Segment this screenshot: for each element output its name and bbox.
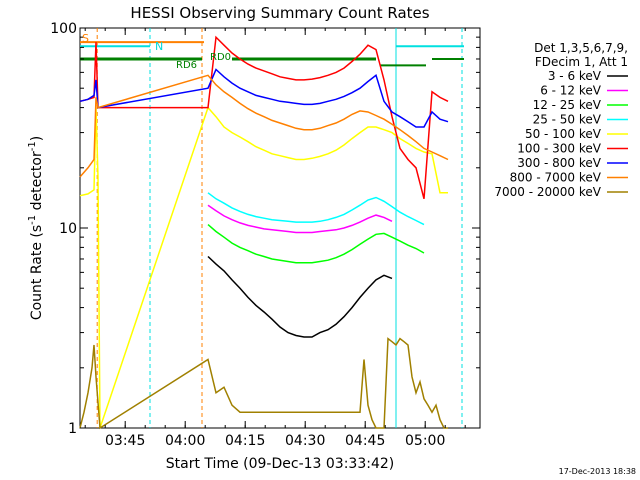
overlay-label-s: S xyxy=(82,32,89,45)
y-axis-label-end: ) xyxy=(29,136,45,141)
series-line-8 xyxy=(79,337,448,430)
y-tick-label: 1 xyxy=(68,421,77,437)
overlay-label-n: N xyxy=(155,40,163,53)
series-line-5 xyxy=(79,35,449,199)
overlay-layer xyxy=(80,28,464,428)
y-axis-label-main: Count Rate (s xyxy=(29,225,45,320)
x-tick-label: 04:00 xyxy=(165,433,205,449)
y-tick-label: 10 xyxy=(59,221,77,237)
x-axis-label: Start Time (09-Dec-13 03:33:42) xyxy=(166,456,394,472)
series-line-0 xyxy=(207,255,393,338)
series-line-3 xyxy=(207,192,425,226)
legend-header-2: FDecim 1, Att 1 xyxy=(535,55,628,69)
legend-label: 25 - 50 keV xyxy=(533,113,602,127)
overlay-label-rd6: RD6 xyxy=(176,60,197,71)
legend-label: 100 - 300 keV xyxy=(517,142,601,156)
x-tick-label: 04:30 xyxy=(285,433,325,449)
y-axis-label: Count Rate (s-1 detector-1) xyxy=(27,136,45,320)
legend: Det 1,3,5,6,7,9, FDecim 1, Att 1 3 - 6 k… xyxy=(494,41,628,199)
legend-label: 12 - 25 keV xyxy=(533,98,602,112)
legend-label: 3 - 6 keV xyxy=(548,69,602,83)
x-tick-label: 05:00 xyxy=(405,433,445,449)
overlay-label-rd0: RD0 xyxy=(210,52,231,63)
x-tick-label: 04:45 xyxy=(345,433,385,449)
legend-label: 50 - 100 keV xyxy=(525,127,602,141)
x-tick-label: 04:15 xyxy=(225,433,265,449)
series-line-2 xyxy=(207,224,425,264)
legend-label: 7000 - 20000 keV xyxy=(494,185,601,199)
tick-layer: 03:45 04:00 04:15 04:30 04:45 05:00 1 10 100 xyxy=(50,21,480,449)
series-layer xyxy=(79,35,449,430)
y-tick-label: 100 xyxy=(50,21,77,37)
series-line-4 xyxy=(79,106,448,429)
plot-frame xyxy=(79,27,481,429)
legend-label: 6 - 12 keV xyxy=(540,84,602,98)
generation-timestamp: 17-Dec-2013 18:38 xyxy=(559,467,636,476)
series-line-1 xyxy=(207,204,393,234)
legend-label: 300 - 800 keV xyxy=(517,156,601,170)
legend-header-1: Det 1,3,5,6,7,9, xyxy=(534,41,628,55)
y-axis-label-sup2: -1 xyxy=(27,141,38,151)
chart-title: HESSI Observing Summary Count Rates xyxy=(130,4,429,22)
series-line-7 xyxy=(79,74,449,178)
x-tick-label: 03:45 xyxy=(105,433,145,449)
y-axis-label-sup1: -1 xyxy=(27,215,38,225)
series-line-6 xyxy=(79,68,449,128)
y-axis-label-mid: detector xyxy=(29,151,45,215)
legend-label: 800 - 7000 keV xyxy=(510,171,602,185)
